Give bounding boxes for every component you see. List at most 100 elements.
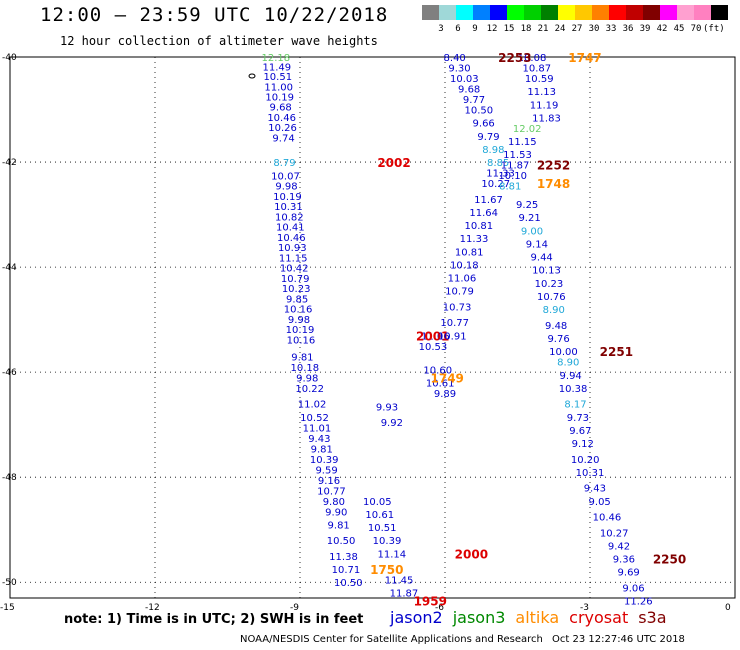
legend-jason2: jason2 — [390, 608, 443, 627]
wave-height-label: 9.77 — [463, 95, 485, 106]
wave-height-label: 10.07 — [271, 172, 300, 183]
wave-height-label: 11.38 — [329, 552, 358, 563]
wave-height-label: 11.87 — [501, 161, 530, 172]
wave-height-label: 11.45 — [385, 576, 414, 587]
wave-height-label: 9.43 — [584, 484, 606, 495]
wave-height-label: 11.15 — [279, 254, 308, 265]
wave-height-label: 10.27 — [481, 179, 510, 190]
wave-height-label: 11.02 — [298, 400, 327, 411]
wave-height-label: 10.81 — [465, 221, 494, 232]
wave-height-label: 10.10 — [498, 171, 527, 182]
pass-time-label: 2251 — [600, 345, 633, 359]
wave-height-label: 9.93 — [376, 402, 398, 413]
wave-height-label: 10.51 — [368, 523, 397, 534]
wave-height-label: 10.23 — [535, 279, 564, 290]
color-scale-label: 36 — [622, 24, 634, 34]
wave-height-label: 10.27 — [600, 528, 629, 539]
wave-height-label: 10.18 — [450, 260, 479, 271]
wave-height-label: 10.61 — [426, 379, 455, 390]
wave-height-label: 10.71 — [332, 565, 361, 576]
wave-height-label: 10.50 — [465, 106, 494, 117]
pass-time-label: 2001 — [416, 329, 449, 343]
wave-height-label: 12.18 — [262, 53, 291, 64]
wave-height-label: 10.18 — [291, 363, 320, 374]
wave-height-label: 8.79 — [273, 158, 295, 169]
color-scale-cell — [694, 5, 711, 20]
credit-text: NOAA/NESDIS Center for Satellite Applica… — [240, 634, 543, 645]
wave-height-label: 11.53 — [503, 150, 532, 161]
map-title: 12:00 – 23:59 UTC 10/22/2018 — [40, 4, 389, 26]
wave-height-label: 10.16 — [287, 336, 316, 347]
note-text: note: 1) Time is in UTC; 2) SWH is in fe… — [64, 612, 364, 627]
wave-height-label: 9.76 — [547, 334, 569, 345]
lon-tick-label: -3 — [580, 603, 589, 613]
wave-height-label: 11.49 — [262, 62, 291, 73]
island-marker — [248, 73, 256, 79]
wave-height-label: 9.16 — [318, 476, 340, 487]
color-scale-label: 30 — [588, 24, 600, 34]
lat-tick-label: -40 — [2, 53, 17, 63]
wave-height-label: 9.68 — [458, 85, 480, 96]
wave-height-label: 10.42 — [280, 264, 309, 275]
wave-height-label: 11.01 — [303, 423, 332, 434]
lat-tick-label: -46 — [2, 368, 17, 378]
wave-height-label: 11.33 — [486, 169, 515, 180]
wave-height-label: 8.85 — [487, 158, 509, 169]
wave-height-label: 9.00 — [521, 226, 543, 237]
wave-height-label: 10.46 — [267, 113, 296, 124]
color-scale-label: 15 — [503, 24, 515, 34]
lon-tick-label: -15 — [0, 603, 15, 613]
wave-height-label: 9.89 — [434, 389, 456, 400]
wave-height-label: 8.40 — [444, 53, 466, 64]
lat-tick-label: -50 — [2, 578, 17, 588]
wave-height-label: 11.14 — [378, 549, 407, 560]
color-scale-cell — [439, 5, 456, 20]
wave-height-label: 11.15 — [508, 137, 537, 148]
wave-height-label: 9.81 — [328, 520, 350, 531]
wave-height-label: 10.03 — [450, 74, 479, 85]
pass-time-label: 2252 — [537, 159, 570, 173]
wave-height-label: 11.06 — [448, 274, 477, 285]
wave-height-label: 10.50 — [327, 536, 356, 547]
color-scale-label: 42 — [656, 24, 668, 34]
color-scale-label: 18 — [520, 24, 532, 34]
wave-height-label: 10.79 — [281, 274, 310, 285]
color-scale-cell — [575, 5, 592, 20]
color-scale-label: 70 — [690, 24, 702, 34]
wave-height-label: 11.06 — [421, 331, 450, 342]
color-scale-label: 12 — [486, 24, 498, 34]
wave-height-label: 11.33 — [460, 234, 489, 245]
lon-tick-label: -12 — [145, 603, 160, 613]
wave-height-label: 9.59 — [315, 465, 337, 476]
wave-height-label: 10.61 — [365, 510, 394, 521]
color-scale-label: (ft) — [703, 24, 725, 34]
wave-height-label: 10.46 — [593, 513, 622, 524]
wave-height-label: 11.19 — [530, 100, 559, 111]
wave-height-label: 10.20 — [571, 455, 600, 466]
timestamp-text: Oct 23 12:27:46 UTC 2018 — [552, 634, 685, 645]
pass-time-label: 2250 — [653, 553, 686, 567]
wave-height-label: 9.43 — [308, 434, 330, 445]
color-scale-cell — [422, 5, 439, 20]
color-scale-cell — [677, 5, 694, 20]
wave-height-label: 8.90 — [543, 305, 565, 316]
wave-height-label: 10.19 — [286, 325, 315, 336]
wave-height-label: 11.83 — [532, 113, 561, 124]
wave-height-label: 9.25 — [516, 200, 538, 211]
color-scale-cell — [660, 5, 677, 20]
color-scale-cell — [541, 5, 558, 20]
color-scale-label: 3 — [438, 24, 444, 34]
wave-height-label: 9.68 — [270, 102, 292, 113]
wave-height-label: 11.13 — [527, 87, 556, 98]
color-scale-cell — [609, 5, 626, 20]
color-scale-cell — [507, 5, 524, 20]
wave-height-label: 10.77 — [440, 318, 469, 329]
wave-height-label: 8.17 — [564, 400, 586, 411]
color-scale-label: 39 — [639, 24, 651, 34]
wave-height-label: 11.67 — [474, 195, 503, 206]
color-scale-cell — [473, 5, 490, 20]
wave-height-label: 8.81 — [499, 182, 521, 193]
wave-height-label: 9.94 — [560, 371, 582, 382]
wave-height-label: 10.41 — [276, 223, 305, 234]
